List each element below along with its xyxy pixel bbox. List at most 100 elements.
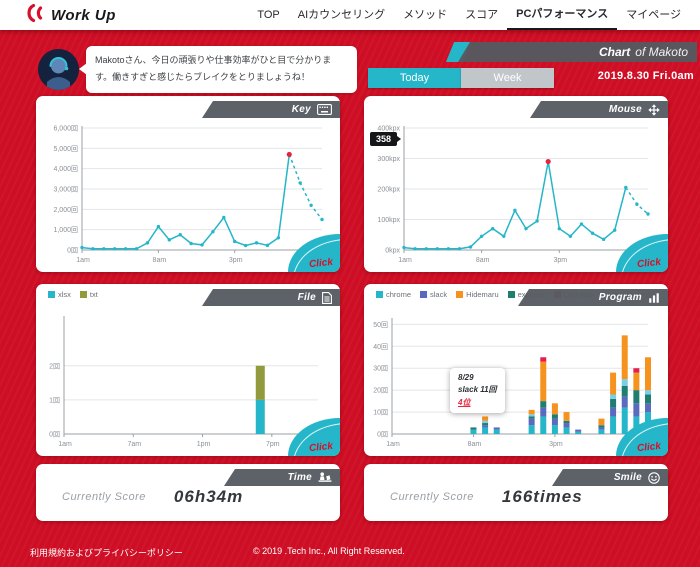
- svg-text:0回: 0回: [377, 431, 388, 439]
- time-card-header: Time: [224, 469, 340, 486]
- time-score-row: Currently Score 06h34m: [62, 464, 243, 521]
- key-click-label: Click: [308, 256, 334, 271]
- program-tooltip: 8/29 slack 11回 4位: [450, 368, 505, 414]
- svg-text:2回: 2回: [49, 362, 60, 370]
- document-icon: [322, 291, 332, 304]
- svg-text:1,000回: 1,000回: [53, 226, 78, 234]
- workup-logo[interactable]: Work Up: [26, 3, 116, 28]
- program-click-label: Click: [636, 440, 662, 455]
- toggle-week-button[interactable]: Week: [461, 68, 554, 88]
- svg-text:20回: 20回: [373, 387, 388, 395]
- legend-item-Hidemaru: Hidemaru: [456, 290, 499, 299]
- svg-text:400kpx: 400kpx: [377, 126, 400, 133]
- top-navigation-bar: Work Up TOP AIカウンセリング メソッド スコア PCパフォーマンス…: [0, 0, 700, 30]
- svg-text:100kpx: 100kpx: [377, 217, 400, 224]
- svg-text:3pm: 3pm: [553, 257, 567, 264]
- svg-text:40回: 40回: [373, 343, 388, 351]
- nav-item-ai-counseling[interactable]: AIカウンセリング: [297, 9, 386, 21]
- file-card-header: File: [202, 289, 340, 306]
- svg-text:30回: 30回: [373, 365, 388, 373]
- svg-text:1am: 1am: [58, 441, 72, 448]
- nav-item-pc-performance[interactable]: PCパフォーマンス: [507, 0, 618, 30]
- legend-swatch-explorer: [507, 291, 515, 298]
- time-score-label: Currently Score: [62, 490, 146, 503]
- svg-text:200kpx: 200kpx: [377, 187, 400, 194]
- file-click-label: Click: [308, 440, 334, 455]
- assistant-message: Makotoさん、今日の頑張りや仕事効率がひと目で分かります。働きすぎと感じたら…: [95, 55, 332, 82]
- program-tooltip-rank: 4位: [458, 397, 471, 407]
- svg-text:10回: 10回: [373, 409, 388, 417]
- svg-text:8am: 8am: [468, 441, 482, 448]
- chart-title-rest: of Makoto: [635, 45, 688, 59]
- assistant-avatar: [38, 49, 79, 90]
- key-chart-card: Key 0回 1,000回 2,000回 3,000回 4,000回 5,000回 6,00…: [36, 96, 340, 272]
- legend-swatch-Hidemaru: [456, 291, 464, 298]
- person-at-desk-icon: [318, 472, 332, 483]
- program-tooltip-app: slack 11回: [458, 385, 497, 395]
- program-chart[interactable]: 0回10回20回30回40回50回1am8am3pm10pm: [368, 314, 662, 450]
- legend-swatch-xlsx: [48, 291, 55, 298]
- svg-text:1pm: 1pm: [197, 441, 211, 448]
- svg-text:8am: 8am: [153, 257, 167, 264]
- svg-text:1am: 1am: [398, 257, 412, 264]
- mouse-click-label: Click: [636, 256, 662, 271]
- svg-text:50回: 50回: [373, 321, 388, 329]
- svg-text:0回: 0回: [49, 431, 60, 439]
- time-score-value: 06h34m: [173, 486, 244, 506]
- svg-text:7am: 7am: [127, 441, 141, 448]
- program-card-title: Program: [598, 292, 642, 303]
- svg-text:0kpx: 0kpx: [385, 248, 400, 255]
- file-card-title: File: [297, 292, 316, 303]
- main-nav: TOP AIカウンセリング メソッド スコア PCパフォーマンス マイページ: [248, 0, 690, 30]
- legend-swatch-txt: [79, 291, 87, 298]
- mouse-card-header: Mouse: [530, 101, 668, 118]
- svg-text:3pm: 3pm: [229, 257, 243, 264]
- svg-text:1am: 1am: [76, 257, 90, 264]
- legend-item-txt: txt: [79, 290, 98, 299]
- nav-item-mypage[interactable]: マイページ: [626, 9, 681, 21]
- file-chart[interactable]: 0回 1回 2回 1am 7am 1pm 7pm: [40, 310, 334, 450]
- workup-logo-icon: [26, 3, 46, 28]
- svg-text:1am: 1am: [386, 441, 400, 448]
- svg-text:2,000回: 2,000回: [53, 206, 78, 214]
- svg-text:300kpx: 300kpx: [377, 156, 400, 163]
- svg-text:5,000回: 5,000回: [53, 145, 78, 153]
- footer-terms-link[interactable]: 利用規約およびプライバシーポリシー: [30, 548, 183, 558]
- smile-score-card: Smile Currently Score 166times: [364, 464, 668, 521]
- nav-item-method[interactable]: メソッド: [403, 9, 448, 21]
- workup-logo-text: Work Up: [51, 6, 116, 24]
- file-chart-card: File xlsx txt 0回 1回 2回 1am 7am 1pm 7pm Click: [36, 284, 340, 456]
- mouse-chart-card: Mouse 0kpx 100kpx 200kpx 300kpx 400kpx 1am 8am…: [364, 96, 668, 272]
- program-tooltip-date: 8/29: [458, 373, 474, 382]
- mouse-chart[interactable]: 0kpx100kpx200kpx300kpx400kpx1am8am3pm10p…: [368, 118, 662, 266]
- legend-item-slack: slack: [420, 290, 447, 299]
- program-card-header: Program: [518, 289, 668, 306]
- legend-swatch-chrome: [376, 291, 383, 298]
- time-score-card: Time Currently Score 06h34m: [36, 464, 340, 521]
- time-card-title: Time: [287, 472, 312, 483]
- nav-item-top[interactable]: TOP: [257, 9, 280, 21]
- smile-card-title: Smile: [613, 472, 642, 483]
- key-chart[interactable]: 0回 1,000回 2,000回 3,000回 4,000回 5,000回 6,000回 1a…: [40, 118, 334, 266]
- keyboard-icon: [317, 104, 332, 115]
- chart-title-bold: Chart: [598, 45, 631, 59]
- program-chart-card: Program chromeslackHidemaruexplorerLockA…: [364, 284, 668, 456]
- legend-swatch-slack: [420, 291, 428, 298]
- key-card-title: Key: [291, 104, 311, 115]
- svg-text:4,000回: 4,000回: [53, 165, 78, 173]
- mouse-speed-badge: 358: [370, 132, 402, 146]
- svg-text:7pm: 7pm: [266, 441, 280, 448]
- svg-text:0回: 0回: [67, 247, 78, 255]
- file-chart-legend: xlsx txt: [48, 290, 326, 299]
- toggle-today-button[interactable]: Today: [368, 68, 461, 88]
- app-usage-bars-icon: [648, 292, 660, 304]
- svg-text:6,000回: 6,000回: [53, 125, 78, 133]
- key-card-header: Key: [202, 101, 340, 118]
- smile-score-value: 166times: [501, 486, 583, 506]
- svg-text:1回: 1回: [49, 396, 60, 404]
- nav-item-score[interactable]: スコア: [465, 9, 499, 21]
- svg-text:8am: 8am: [476, 257, 490, 264]
- svg-text:3,000回: 3,000回: [53, 186, 78, 194]
- move-arrows-icon: [648, 103, 660, 116]
